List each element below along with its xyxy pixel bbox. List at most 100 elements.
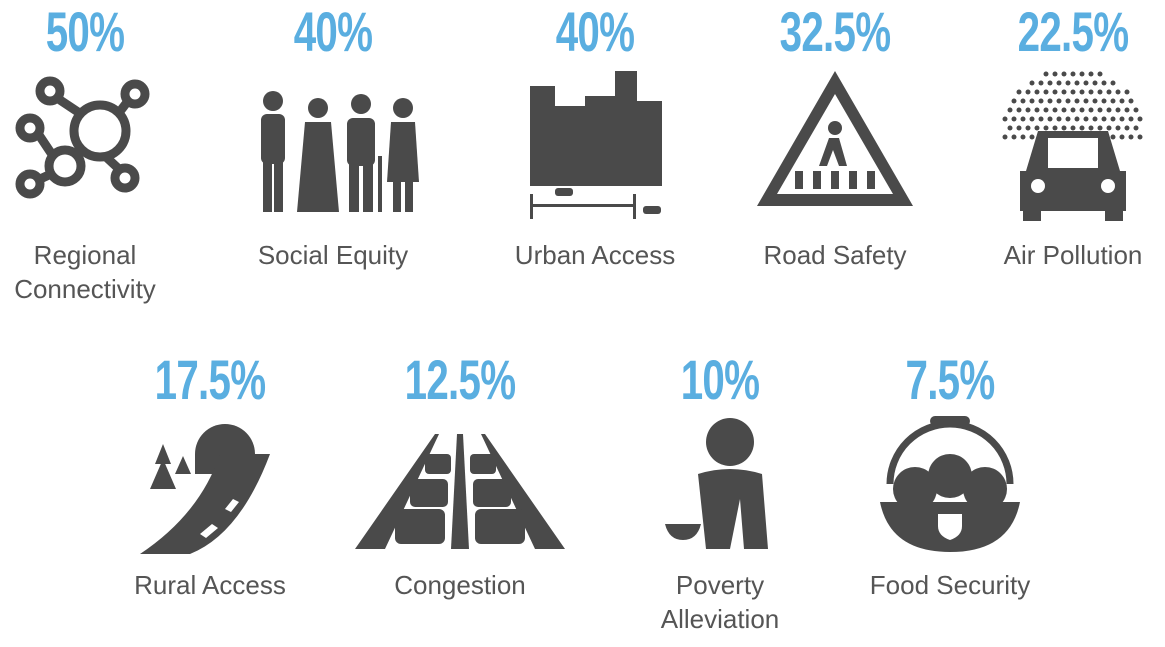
smoke-dot <box>1097 89 1103 95</box>
smoke-dot <box>1065 80 1071 86</box>
smoke-dot <box>1079 89 1085 95</box>
percent: 7.5% <box>905 348 995 411</box>
percent: 40% <box>293 0 373 63</box>
smoke-dot <box>1106 89 1112 95</box>
smoke-dot <box>1029 134 1035 140</box>
smoke-dot <box>1119 134 1125 140</box>
smoke-dot <box>1020 134 1026 140</box>
smoke-dot <box>1025 125 1031 131</box>
smoke-dot <box>1124 125 1130 131</box>
label: Social Equity <box>257 240 409 270</box>
label: Food Security <box>869 570 1031 600</box>
smoke-dot <box>1083 98 1089 104</box>
smoke-dot <box>1061 125 1067 131</box>
smoke-dot <box>1056 116 1062 122</box>
smoke-dot <box>1043 125 1049 131</box>
label: Regional Connectivity <box>14 240 156 304</box>
smoke-dot <box>1092 80 1098 86</box>
stat-item: 7.5% Food Security <box>830 350 1070 602</box>
network-icon <box>15 76 150 199</box>
percent: 40% <box>555 0 635 63</box>
smoke-dot <box>1043 89 1049 95</box>
smoke-dot <box>1047 98 1053 104</box>
smoke-dot <box>1065 98 1071 104</box>
percent: 17.5% <box>154 348 266 411</box>
label: Road Safety <box>763 240 907 270</box>
smoke-dot <box>1056 98 1062 104</box>
smoke-dot <box>1011 98 1017 104</box>
smoke-dot <box>1110 98 1116 104</box>
smoke-dot <box>1079 107 1085 113</box>
smoke-dot <box>1124 89 1130 95</box>
smoke-dot <box>1119 116 1125 122</box>
smoke-dot <box>1092 98 1098 104</box>
percent: 22.5% <box>1017 0 1129 63</box>
smoke-dot <box>1101 116 1107 122</box>
traffic-icon <box>355 434 565 549</box>
smoke-dot <box>1083 80 1089 86</box>
smoke-dot <box>1029 80 1035 86</box>
label: Congestion <box>394 570 526 600</box>
stat-item: 22.5% Air Pollution <box>953 2 1165 272</box>
smoke-dot <box>1034 89 1040 95</box>
smoke-dot <box>1016 89 1022 95</box>
smoke-dot <box>1020 98 1026 104</box>
smoke-dot <box>1043 107 1049 113</box>
smoke-dot <box>1016 107 1022 113</box>
smoke-dot <box>1020 116 1026 122</box>
smoke-dot <box>1110 80 1116 86</box>
smoke-dot <box>1128 116 1134 122</box>
smoke-dot <box>1052 107 1058 113</box>
smoke-dot <box>1133 125 1139 131</box>
poverty-icon <box>665 418 768 549</box>
smoke-dot <box>1034 125 1040 131</box>
smoke-dot <box>1119 98 1125 104</box>
smoke-dot <box>1079 71 1085 77</box>
smoke-dot <box>1097 125 1103 131</box>
smoke-dot <box>1007 125 1013 131</box>
smoke-dot <box>1052 71 1058 77</box>
smoke-dot <box>1070 89 1076 95</box>
smoke-dot <box>1002 116 1008 122</box>
label: Rural Access <box>134 570 286 600</box>
smoke-dot <box>1025 89 1031 95</box>
smoke-dot <box>1128 98 1134 104</box>
percent: 12.5% <box>404 348 516 411</box>
smoke-dot <box>1137 116 1143 122</box>
stat-item: 40% Urban Access <box>475 2 715 272</box>
smoke-dot <box>1065 116 1071 122</box>
percent: 32.5% <box>779 0 891 63</box>
smoke-dot <box>1038 98 1044 104</box>
smoke-dot <box>1070 71 1076 77</box>
percent: 10% <box>680 348 760 411</box>
smoke-dot <box>1083 116 1089 122</box>
label: Poverty Alleviation <box>660 570 780 634</box>
smoke-dot <box>1101 98 1107 104</box>
smoke-dot <box>1088 89 1094 95</box>
smoke-dot <box>1115 107 1121 113</box>
smoke-dot <box>1097 107 1103 113</box>
smoke-dot <box>1133 107 1139 113</box>
smoke-dot <box>1101 80 1107 86</box>
pollution-icon <box>1002 71 1143 221</box>
smoke-dot <box>1070 107 1076 113</box>
smoke-dot <box>1043 71 1049 77</box>
smoke-dot <box>1079 125 1085 131</box>
smoke-dot <box>1074 98 1080 104</box>
stat-item: 32.5% Road Safety <box>715 2 955 272</box>
smoke-dot <box>1052 89 1058 95</box>
smoke-dot <box>1070 125 1076 131</box>
smoke-dot <box>1092 116 1098 122</box>
smoke-dot <box>1052 125 1058 131</box>
stat-item: 17.5% Rural Access <box>90 350 330 602</box>
stat-item: 10% Poverty Alleviation <box>600 350 840 636</box>
percent: 50% <box>45 0 125 63</box>
smoke-dot <box>1097 71 1103 77</box>
smoke-dot <box>1110 116 1116 122</box>
smoke-dot <box>1115 89 1121 95</box>
smoke-dot <box>1074 80 1080 86</box>
smoke-dot <box>1088 125 1094 131</box>
label: Air Pollution <box>1003 240 1143 270</box>
smoke-dot <box>1016 125 1022 131</box>
stat-item: 40% Social Equity <box>213 2 453 272</box>
